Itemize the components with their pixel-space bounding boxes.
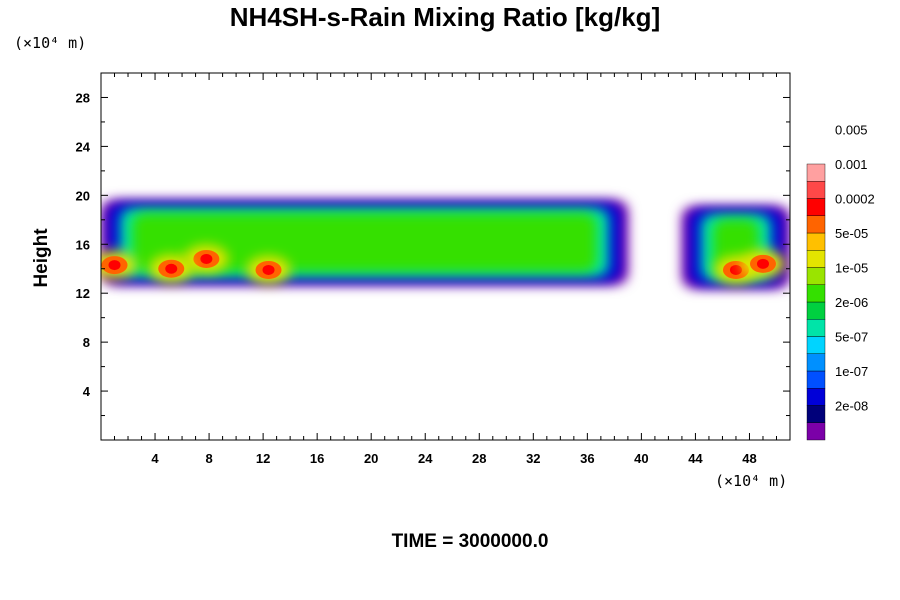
- colorbar-swatch: [806, 336, 826, 354]
- maximum-core: [262, 264, 275, 275]
- y-tick-label: 8: [83, 335, 90, 350]
- maximum-core: [108, 260, 121, 271]
- x-tick-label: 24: [418, 451, 433, 466]
- colorbar-swatch: [806, 422, 826, 441]
- x-tick-label: 32: [526, 451, 540, 466]
- mixing-ratio-field: [101, 200, 790, 289]
- plot-frame: [100, 72, 791, 441]
- y-tick-label: 20: [76, 188, 90, 203]
- x-tick-label: 16: [310, 451, 324, 466]
- colorbar-swatch: [806, 284, 826, 303]
- colorbar-swatch: [806, 215, 826, 234]
- colorbar-label: 0.001: [835, 157, 868, 172]
- colorbar-swatch: [806, 163, 826, 182]
- x-tick-label: 28: [472, 451, 486, 466]
- x-tick-label: 40: [634, 451, 648, 466]
- colorbar-swatch: [806, 250, 826, 268]
- colorbar-label: 2e-06: [835, 295, 868, 310]
- x-tick-label: 12: [256, 451, 270, 466]
- x-tick-label: 36: [580, 451, 594, 466]
- colorbar-swatch: [806, 370, 826, 389]
- colorbar-swatch: [806, 388, 826, 406]
- x-tick-label: 4: [151, 451, 159, 466]
- x-tick-label: 48: [742, 451, 756, 466]
- colorbar-label: 0.0002: [835, 192, 875, 207]
- y-tick-label: 28: [76, 90, 90, 105]
- y-tick-label: 24: [76, 139, 91, 154]
- x-axis-unit: (×10⁴ m): [715, 472, 788, 490]
- x-tick-label: 44: [688, 451, 703, 466]
- maximum-core: [729, 264, 742, 275]
- chart-title: NH4SH-s-Rain Mixing Ratio [kg/kg]: [229, 2, 661, 32]
- colorbar-label: 5e-05: [835, 226, 868, 241]
- colorbar: 2e-08 1e-07 5e-07 2e-06 1e-05 5e-05 0.0002 0.00…: [806, 123, 875, 441]
- colorbar-swatch: [806, 181, 826, 199]
- colorbar-swatch: [806, 353, 826, 372]
- y-tick-label: 4: [83, 384, 91, 399]
- maximum-core: [165, 263, 178, 274]
- maximum-core: [756, 258, 769, 269]
- maximum-core: [200, 253, 213, 264]
- y-axis-unit: (×10⁴ m): [14, 34, 87, 52]
- x-tick-label: 20: [364, 451, 378, 466]
- colorbar-swatch: [806, 267, 826, 285]
- western-cloud-band-green: [132, 212, 597, 272]
- y-tick-label: 16: [76, 237, 90, 252]
- colorbar-label: 5e-07: [835, 330, 868, 345]
- colorbar-swatch: [806, 301, 826, 320]
- time-footer: TIME = 3000000.0: [391, 531, 549, 552]
- colorbar-label: 1e-05: [835, 261, 868, 276]
- colorbar-label: 0.005: [835, 123, 868, 138]
- colorbar-swatch: [806, 319, 826, 337]
- y-tick-label: 12: [76, 286, 90, 301]
- colorbar-swatch: [806, 405, 826, 423]
- colorbar-label: 2e-08: [835, 399, 868, 414]
- colorbar-label: 1e-07: [835, 364, 868, 379]
- colorbar-swatch: [806, 232, 826, 251]
- colorbar-swatch: [806, 198, 826, 216]
- x-tick-label: 8: [205, 451, 212, 466]
